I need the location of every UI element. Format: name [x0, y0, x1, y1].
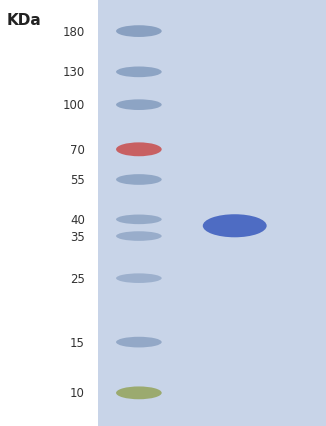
- Ellipse shape: [116, 67, 162, 78]
- Ellipse shape: [116, 26, 162, 38]
- Ellipse shape: [116, 175, 162, 185]
- Ellipse shape: [203, 215, 267, 238]
- Ellipse shape: [116, 100, 162, 111]
- Text: 55: 55: [70, 173, 85, 187]
- FancyBboxPatch shape: [98, 0, 326, 426]
- Ellipse shape: [116, 215, 162, 225]
- Text: 180: 180: [63, 26, 85, 38]
- Text: KDa: KDa: [7, 13, 41, 28]
- Text: 130: 130: [63, 66, 85, 79]
- Text: 35: 35: [70, 230, 85, 243]
- Ellipse shape: [116, 386, 162, 399]
- Text: 15: 15: [70, 336, 85, 349]
- Text: 70: 70: [70, 144, 85, 156]
- Ellipse shape: [116, 274, 162, 283]
- Ellipse shape: [116, 143, 162, 157]
- Text: 40: 40: [70, 213, 85, 226]
- Text: 100: 100: [63, 99, 85, 112]
- Ellipse shape: [116, 232, 162, 241]
- Ellipse shape: [116, 337, 162, 348]
- Text: 10: 10: [70, 386, 85, 400]
- Text: 25: 25: [70, 272, 85, 285]
